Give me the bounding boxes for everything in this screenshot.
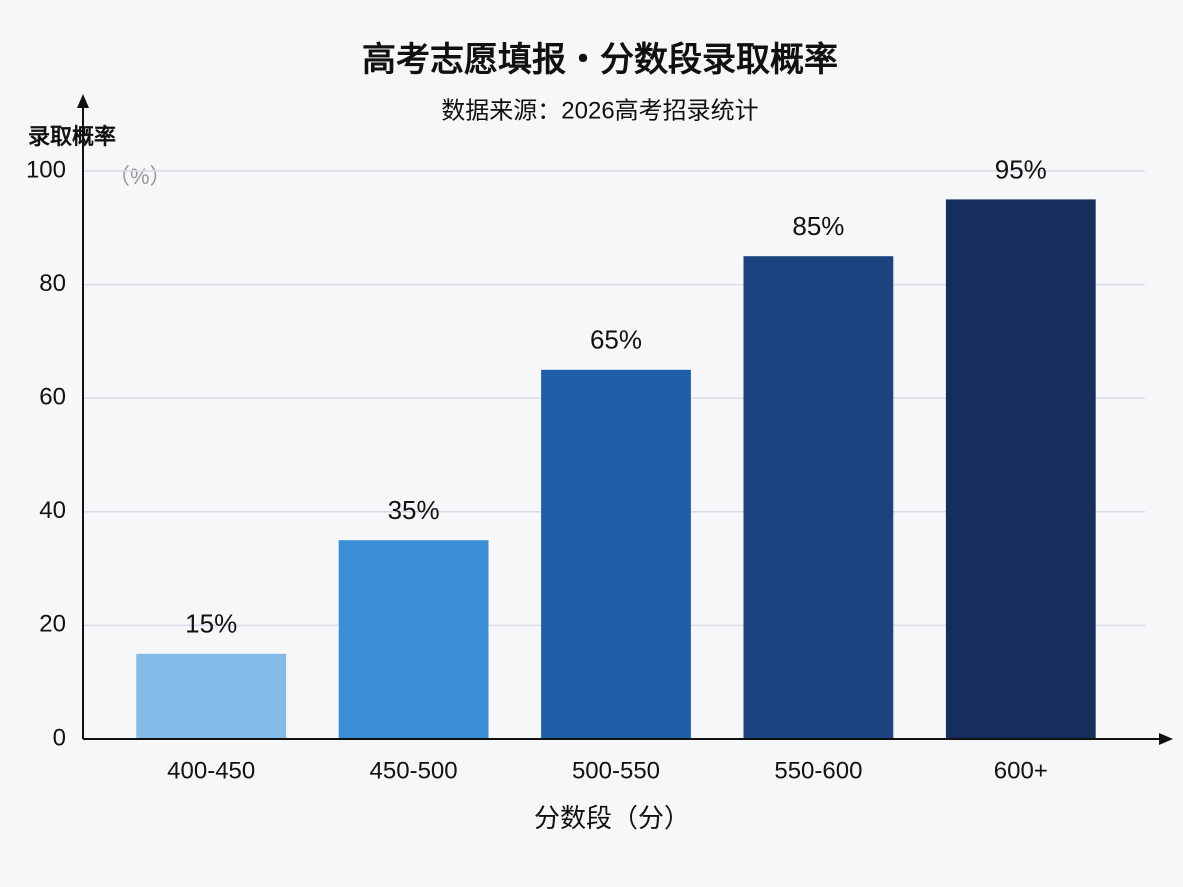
x-tick-label: 550-600 bbox=[774, 757, 862, 784]
x-axis-label: 分数段（分） bbox=[534, 803, 690, 833]
y-axis-label: 录取概率 bbox=[28, 124, 116, 149]
data-label: 95% bbox=[995, 154, 1047, 184]
x-tick-label: 400-450 bbox=[167, 757, 255, 784]
y-axis-unit: （%） bbox=[108, 164, 172, 189]
data-label: 65% bbox=[590, 325, 642, 355]
data-label: 35% bbox=[388, 495, 440, 525]
x-tick-label: 600+ bbox=[994, 757, 1048, 784]
y-tick-label: 100 bbox=[26, 156, 66, 183]
data-label: 15% bbox=[185, 609, 237, 639]
bar bbox=[945, 199, 1096, 739]
y-tick-label: 60 bbox=[39, 384, 66, 411]
y-axis-arrow bbox=[77, 94, 89, 108]
y-tick-label: 20 bbox=[39, 611, 66, 638]
data-label: 85% bbox=[792, 211, 844, 241]
x-tick-label: 450-500 bbox=[370, 757, 458, 784]
y-tick-label: 40 bbox=[39, 497, 66, 524]
bar bbox=[136, 653, 287, 739]
plot-area: 0 20 40 60 80 100 400-450 15% 450-500 35% 500-550 6… bbox=[26, 154, 1145, 784]
bar bbox=[338, 540, 489, 739]
chart-title: 高考志愿填报・分数段录取概率 bbox=[362, 40, 838, 79]
y-tick-label: 80 bbox=[39, 270, 66, 297]
x-axis-arrow bbox=[1159, 733, 1173, 745]
x-tick-label: 500-550 bbox=[572, 757, 660, 784]
chart-subtitle: 数据来源：2026高考招录统计 bbox=[441, 97, 758, 124]
bar bbox=[541, 369, 691, 739]
y-tick-label: 0 bbox=[53, 724, 66, 751]
bar bbox=[743, 256, 894, 739]
